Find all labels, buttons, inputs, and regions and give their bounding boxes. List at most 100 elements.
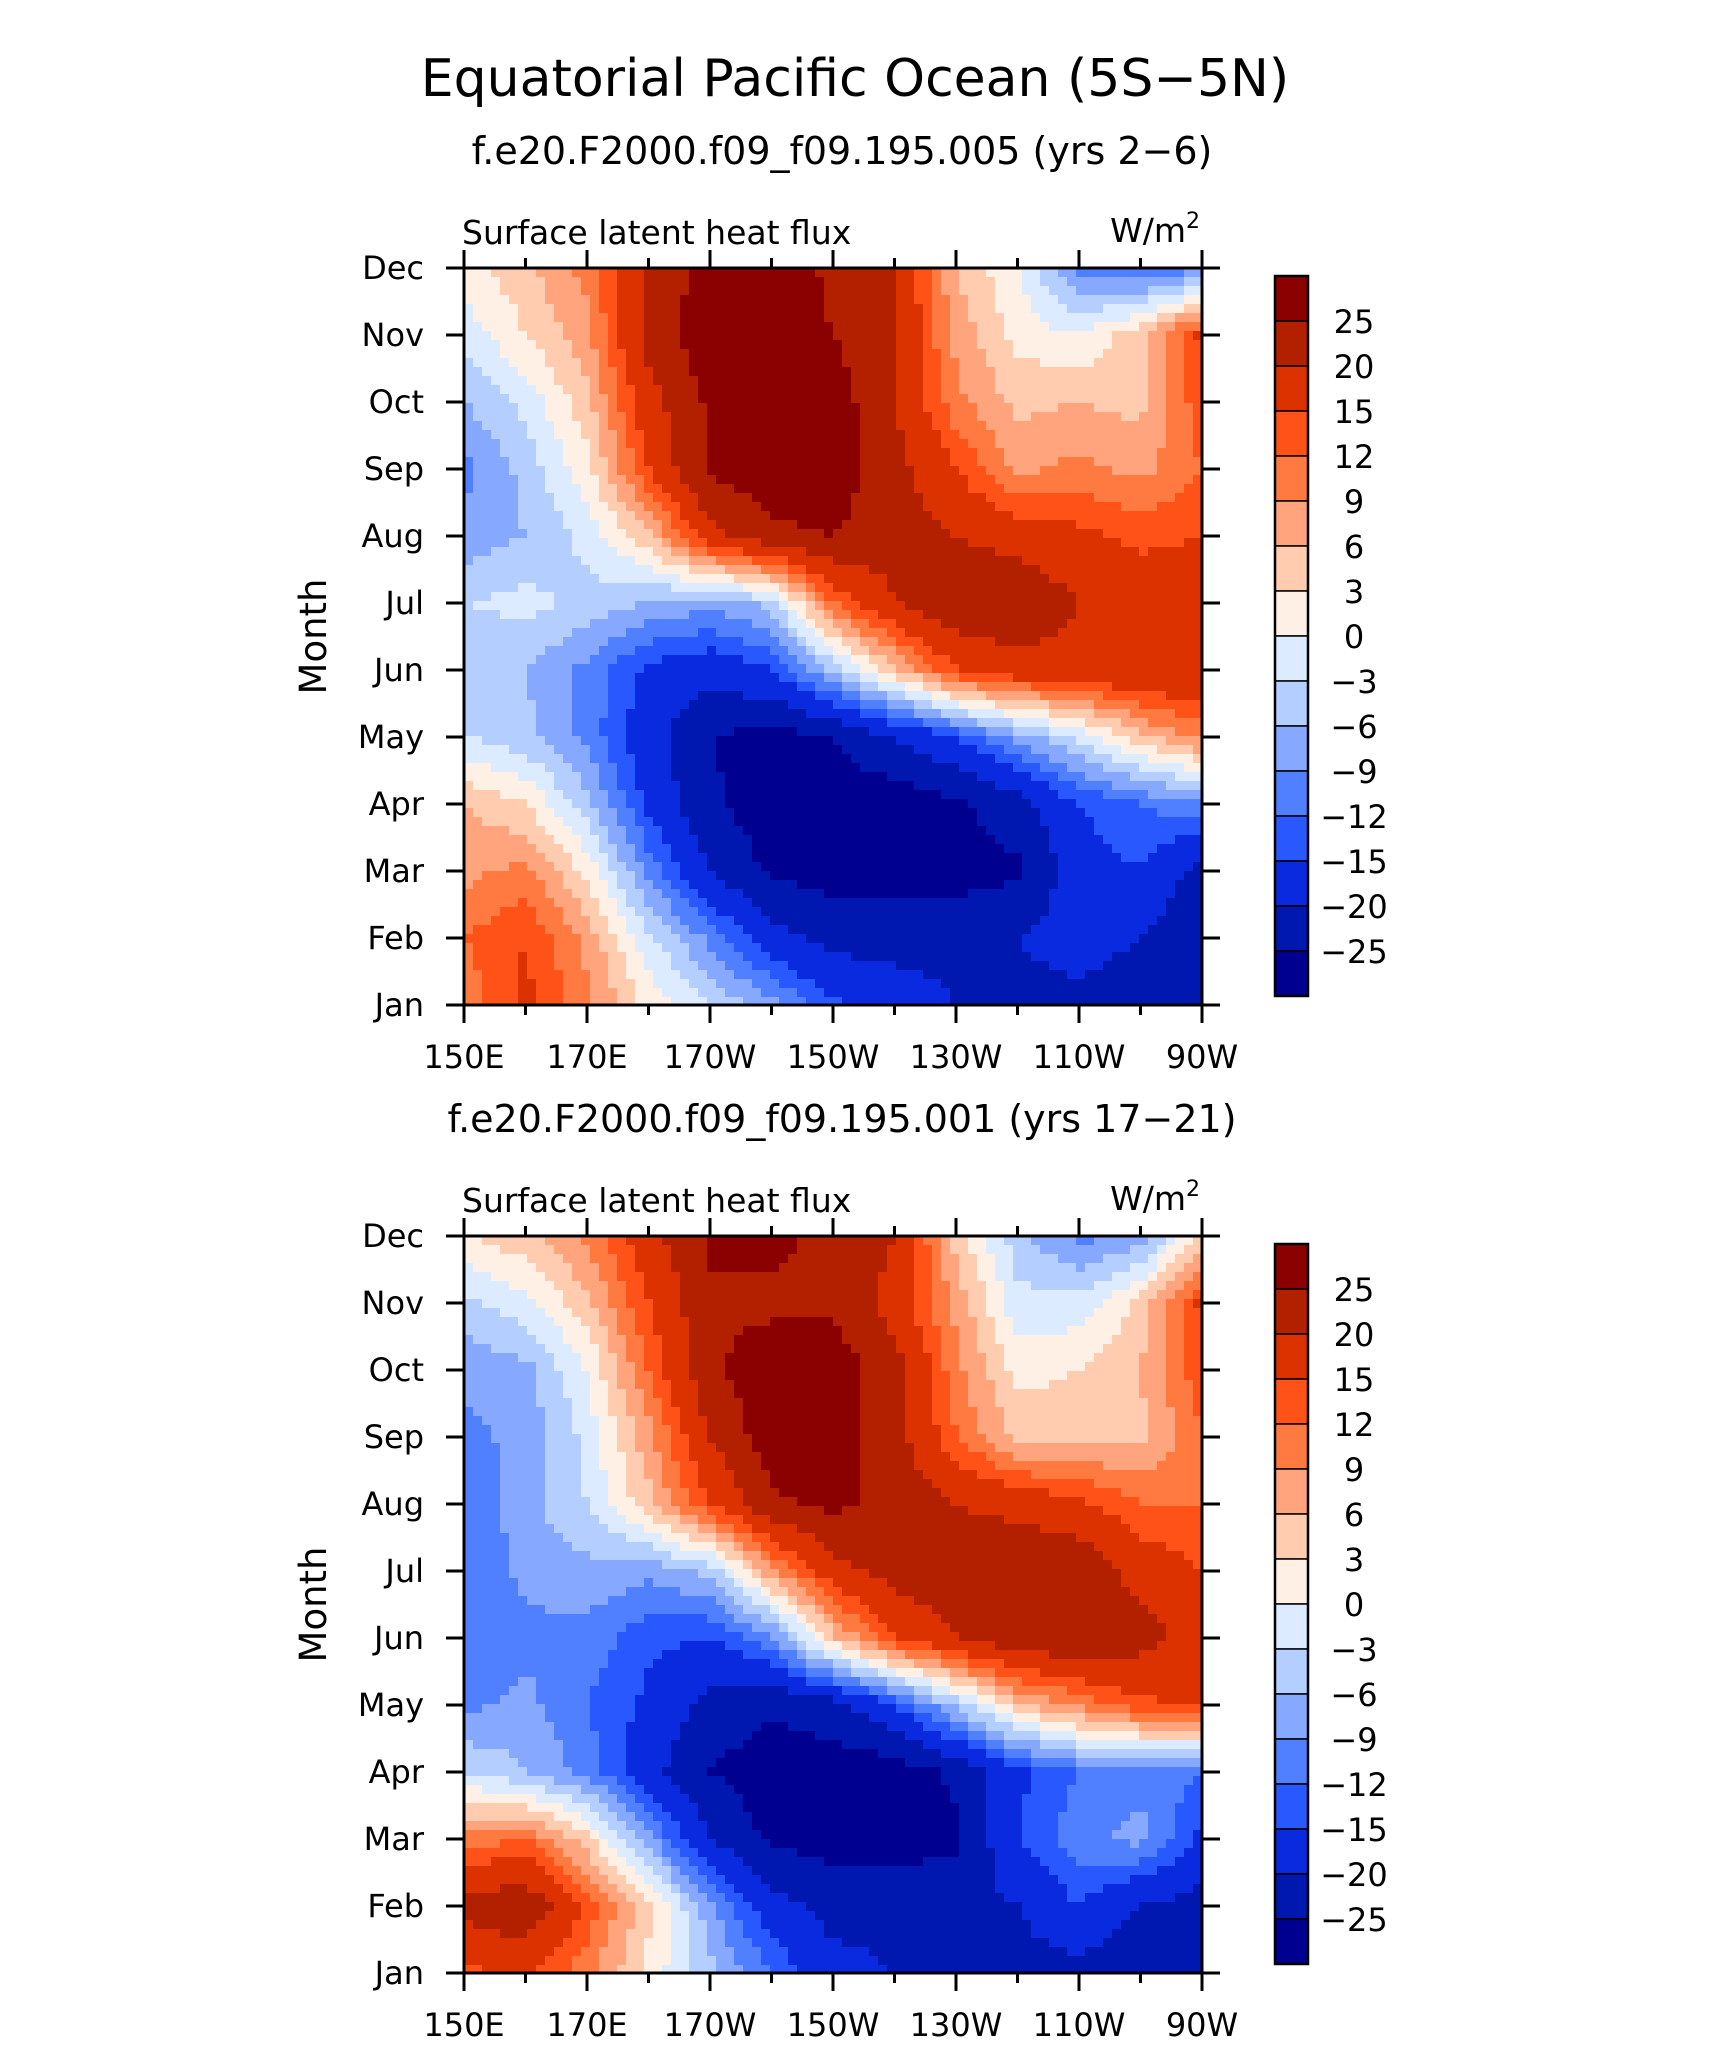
heatmap-cell (788, 421, 798, 431)
heatmap-cell (581, 421, 591, 431)
heatmap-cell (941, 772, 951, 782)
heatmap-cell (590, 520, 600, 530)
heatmap-cell (896, 763, 906, 773)
heatmap-cell (1139, 754, 1149, 764)
heatmap-cell (1184, 268, 1194, 278)
heatmap-cell (914, 511, 924, 521)
heatmap-cell (536, 727, 546, 737)
heatmap-cell (941, 637, 951, 647)
heatmap-cell (725, 736, 735, 746)
heatmap-cell (590, 376, 600, 386)
heatmap-cell (788, 610, 798, 620)
heatmap-cell (464, 592, 474, 602)
heatmap-cell (869, 556, 879, 566)
heatmap-cell (1013, 358, 1023, 368)
heatmap-cell (932, 709, 942, 719)
heatmap-cell (1130, 655, 1140, 665)
heatmap-cell (644, 763, 654, 773)
heatmap-cell (797, 781, 807, 791)
heatmap-cell (608, 268, 618, 278)
heatmap-cell (860, 412, 870, 422)
heatmap-cell (725, 349, 735, 359)
heatmap-cell (491, 439, 501, 449)
heatmap-cell (617, 394, 627, 404)
heatmap-cell (896, 574, 906, 584)
heatmap-cell (725, 358, 735, 368)
heatmap-cell (869, 403, 879, 413)
heatmap-cell (500, 583, 510, 593)
heatmap-cell (518, 448, 528, 458)
heatmap-cell (1193, 376, 1203, 386)
heatmap-cell (752, 547, 762, 557)
heatmap-cell (608, 484, 618, 494)
heatmap-cell (518, 745, 528, 755)
heatmap-cell (1121, 286, 1131, 296)
heatmap-cell (509, 574, 519, 584)
heatmap-cell (815, 511, 825, 521)
heatmap-cell (1031, 718, 1041, 728)
heatmap-cell (653, 628, 663, 638)
heatmap-cell (977, 385, 987, 395)
heatmap-cell (644, 646, 654, 656)
heatmap-cell (1031, 403, 1041, 413)
heatmap-cell (887, 466, 897, 476)
heatmap-cell (1013, 304, 1023, 314)
heatmap-cell (572, 592, 582, 602)
heatmap-cell (860, 358, 870, 368)
heatmap-cell (509, 493, 519, 503)
heatmap-cell (1112, 502, 1122, 512)
heatmap-cell (1184, 547, 1194, 557)
heatmap-cell (797, 448, 807, 458)
heatmap-cell (878, 349, 888, 359)
heatmap-cell (1031, 439, 1041, 449)
heatmap-cell (1058, 583, 1068, 593)
heatmap-cell (851, 439, 861, 449)
heatmap-cell (527, 331, 537, 341)
heatmap-cell (581, 709, 591, 719)
heatmap-cell (626, 457, 636, 467)
heatmap-cell (1049, 286, 1059, 296)
heatmap-cell (662, 727, 672, 737)
heatmap-cell (1058, 628, 1068, 638)
heatmap-cell (896, 466, 906, 476)
heatmap-cell (662, 502, 672, 512)
heatmap-cell (851, 295, 861, 305)
heatmap-cell (932, 466, 942, 476)
heatmap-cell (1121, 583, 1131, 593)
heatmap-cell (824, 538, 834, 548)
heatmap-cell (500, 268, 510, 278)
heatmap-cell (590, 529, 600, 539)
heatmap-cell (617, 430, 627, 440)
heatmap-cell (1175, 358, 1185, 368)
heatmap-cell (797, 538, 807, 548)
heatmap-cell (770, 772, 780, 782)
heatmap-cell (554, 430, 564, 440)
heatmap-cell (770, 340, 780, 350)
heatmap-cell (572, 439, 582, 449)
heatmap-cell (1040, 448, 1050, 458)
heatmap-cell (725, 556, 735, 566)
heatmap-cell (734, 457, 744, 467)
heatmap-cell (995, 799, 1005, 809)
heatmap-cell (869, 376, 879, 386)
heatmap-cell (644, 673, 654, 683)
heatmap-cell (1067, 313, 1077, 323)
heatmap-cell (716, 736, 726, 746)
heatmap-cell (1049, 592, 1059, 602)
heatmap-cell (509, 709, 519, 719)
heatmap-cell (581, 574, 591, 584)
heatmap-cell (797, 745, 807, 755)
heatmap-cell (698, 691, 708, 701)
heatmap-cell (1013, 448, 1023, 458)
heatmap-cell (1013, 412, 1023, 422)
heatmap-cell (806, 403, 816, 413)
heatmap-cell (1022, 691, 1032, 701)
heatmap-cell (698, 448, 708, 458)
heatmap-cell (509, 547, 519, 557)
heatmap-cell (797, 439, 807, 449)
heatmap-cell (1076, 349, 1086, 359)
heatmap-cell (932, 502, 942, 512)
heatmap-cell (1103, 430, 1113, 440)
heatmap-cell (905, 529, 915, 539)
heatmap-cell (1157, 700, 1167, 710)
